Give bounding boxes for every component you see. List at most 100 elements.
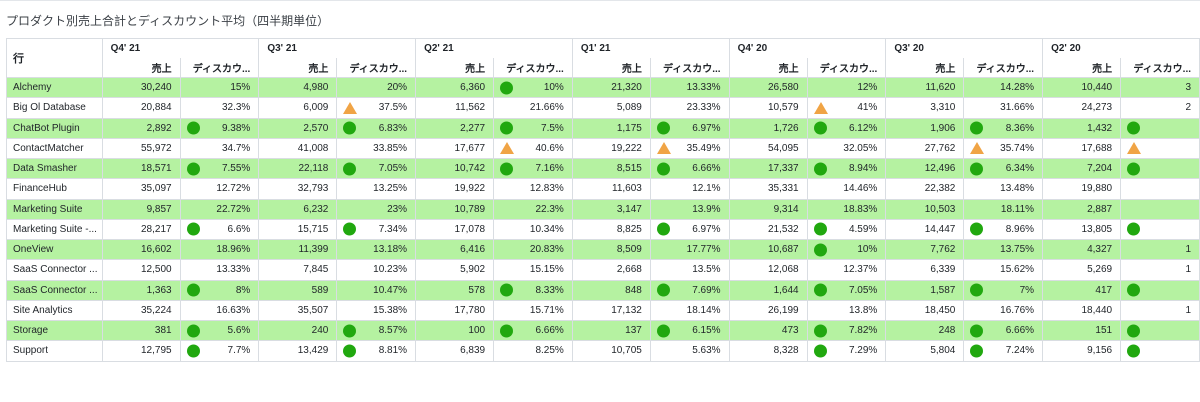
sales-column-header[interactable]: 売上 [728,57,808,78]
sales-column-header[interactable]: 売上 [258,57,338,78]
discount-value: 7.55% [221,163,251,175]
sales-cell: 848 [571,279,651,301]
discount-value: 6.66% [692,163,721,175]
green-circle-icon [343,324,357,338]
discount-value: 1 [1185,244,1191,256]
row-label: Site Analytics [6,299,103,322]
discount-value: 22.72% [216,203,251,215]
table-row[interactable]: SaaS Connector ... 1,363 8% 589 10.47% 578 8.3… [6,279,1200,301]
sales-column-header[interactable]: 売上 [571,57,651,78]
discount-cell: 32.3% [179,97,260,119]
table-row[interactable]: Alchemy 30,240 15% 4,980 20% 6,360 10% 21,320 13… [6,76,1200,99]
quarter-header[interactable]: Q2' 20 [1042,38,1200,58]
discount-cell: 8.25% [493,340,573,362]
discount-cell: 1 [1120,238,1200,261]
table-row[interactable]: ChatBot Plugin 2,892 9.38% 2,570 6.83% 2,277 7… [6,117,1200,139]
discount-cell: 6.66% [963,319,1044,342]
quarter-header[interactable]: Q2' 21 [415,38,573,58]
discount-cell: 10% [493,76,573,99]
table-row[interactable]: Storage 381 5.6% 240 8.57% 100 6.66% 137 6.15% 47… [6,319,1200,342]
discount-value: 15% [230,82,251,94]
discount-value: 34.7% [221,142,251,154]
discount-column-header[interactable]: ディスカウ... [493,57,573,78]
quarter-header[interactable]: Q4' 20 [728,38,887,58]
discount-cell: 17.77% [649,238,730,261]
sales-column-header[interactable]: 売上 [101,57,181,78]
sales-cell: 7,762 [885,238,965,261]
table-row[interactable]: Marketing Suite 9,857 22.72% 6,232 23% 10,789… [6,198,1200,220]
sales-cell: 2,668 [571,259,651,281]
table-row[interactable]: Site Analytics 35,224 16.63% 35,507 15.38% 17… [6,299,1200,322]
discount-cell: 7.55% [179,157,260,180]
sales-column-header[interactable]: 売上 [885,57,965,78]
discount-value: 10% [543,82,564,94]
green-circle-icon [813,222,827,236]
discount-value: 32.3% [221,102,251,114]
discount-value: 35.49% [686,142,721,154]
discount-cell: 4.59% [806,218,887,241]
discount-cell: 18.83% [806,198,887,220]
sales-cell: 41,008 [258,137,338,160]
discount-value: 9.38% [221,122,251,134]
quarter-header[interactable]: Q3' 20 [885,38,1044,58]
discount-value: 8.25% [535,345,564,357]
warning-triangle-icon [343,101,358,114]
discount-cell: 7.69% [649,279,730,301]
sales-cell: 18,571 [101,157,181,180]
sales-column-header[interactable]: 売上 [1042,57,1122,78]
sales-column-header[interactable]: 売上 [415,57,495,78]
table-row[interactable]: ContactMatcher 55,972 34.7% 41,008 33.85% 17,… [6,137,1200,160]
discount-cell: 10.23% [336,259,417,281]
green-circle-icon [343,344,357,358]
quarter-header[interactable]: Q3' 21 [258,38,417,58]
discount-cell: 33.85% [336,137,417,160]
discount-column-header[interactable]: ディスカウ... [1120,57,1200,78]
sales-cell: 15,715 [258,218,338,241]
discount-cell: 7.05% [336,157,417,180]
discount-column-header[interactable]: ディスカウ... [963,57,1044,78]
table-row[interactable]: OneView 16,602 18.96% 11,399 13.18% 6,416 20.8… [6,238,1200,261]
table-row[interactable]: Marketing Suite -... 28,217 6.6% 15,715 7.34… [6,218,1200,241]
table-row[interactable]: FinanceHub 35,097 12.72% 32,793 13.25% 19,922… [6,178,1200,200]
sales-cell: 17,688 [1042,137,1122,160]
discount-column-header[interactable]: ディスカウ... [649,57,730,78]
table-row[interactable]: Support 12,795 7.7% 13,429 8.81% 6,839 8.25% 10… [6,340,1200,362]
discount-cell [1120,157,1200,180]
discount-value: 41% [857,102,878,114]
table-row[interactable]: SaaS Connector ... 12,500 13.33% 7,845 10.23… [6,259,1200,281]
discount-value: 8.94% [848,163,878,175]
row-field-header[interactable]: 行 [6,38,103,78]
sales-cell: 18,450 [885,299,965,322]
discount-column-header[interactable]: ディスカウ... [179,57,260,78]
discount-value: 5.63% [692,345,721,357]
quarter-header[interactable]: Q4' 21 [101,38,260,58]
discount-cell: 15.62% [963,259,1044,281]
pivot-table[interactable]: 行 Q4' 21 Q3' 21 Q2' 21 Q1' 21 Q4' 20 Q3' 20 Q2… [6,38,1200,402]
row-label: Storage [6,319,103,342]
green-circle-icon [1127,344,1141,358]
discount-value: 12% [857,82,878,94]
discount-value: 23% [387,203,408,215]
discount-column-header[interactable]: ディスカウ... [806,57,887,78]
sales-cell: 10,687 [728,238,808,261]
discount-cell: 8.96% [963,218,1044,241]
row-label: SaaS Connector ... [6,259,103,281]
discount-value: 5.6% [227,325,251,337]
sales-cell: 8,825 [571,218,651,241]
discount-cell: 7% [963,279,1044,301]
table-row[interactable]: Data Smasher 18,571 7.55% 22,118 7.05% 10,742… [6,157,1200,180]
warning-triangle-icon [1127,142,1142,155]
discount-cell: 12.1% [649,178,730,200]
discount-cell [1120,178,1200,200]
discount-value: 13.33% [216,264,251,276]
sales-cell: 5,902 [415,259,495,281]
quarter-header[interactable]: Q1' 21 [571,38,730,58]
discount-value: 7.7% [227,345,251,357]
discount-value: 20% [387,82,408,94]
discount-value: 6.15% [692,325,721,337]
discount-column-header[interactable]: ディスカウ... [336,57,417,78]
sales-cell: 21,320 [571,76,651,99]
row-label: Data Smasher [6,157,103,180]
table-row[interactable]: Big Ol Database 20,884 32.3% 6,009 37.5% 11,5… [6,97,1200,119]
discount-cell: 7.05% [806,279,887,301]
